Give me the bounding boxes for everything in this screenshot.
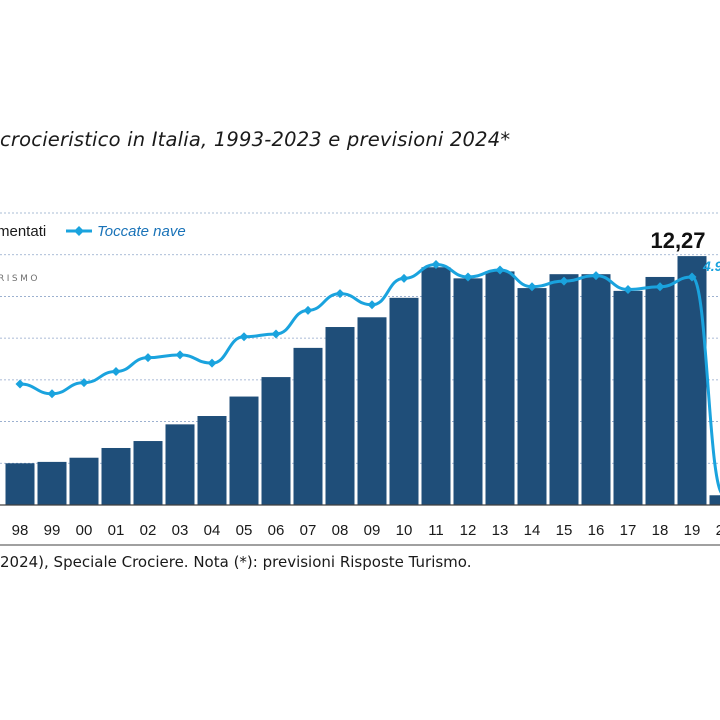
line-point-16 [591, 271, 601, 281]
bar-16 [581, 274, 611, 505]
x-tick-label: 10 [396, 522, 413, 539]
x-tick-label: 05 [236, 522, 253, 539]
x-tick-label: 00 [76, 522, 93, 539]
line-point-11 [431, 259, 441, 269]
line-point-15 [559, 276, 569, 286]
bar-value-label: 12,27 [650, 228, 705, 253]
bar-06 [261, 377, 291, 505]
bar-17 [613, 290, 643, 505]
x-tick-label: 12 [460, 522, 477, 539]
line-point-03 [175, 350, 185, 360]
x-tick-label: 07 [300, 522, 317, 539]
line-point-10 [399, 273, 409, 283]
bar-05 [229, 396, 259, 505]
x-tick-label: 04 [204, 522, 221, 539]
bar-98 [5, 463, 35, 505]
x-tick-label: 11 [428, 522, 444, 539]
bar-13 [485, 271, 515, 505]
x-tick-label: 01 [108, 522, 125, 539]
line-point-05 [239, 332, 249, 342]
line-point-17 [623, 284, 633, 294]
bar-99 [37, 461, 67, 505]
line-point-13 [495, 265, 505, 275]
x-tick-label: 02 [140, 522, 157, 539]
chart-title: crocieristico in Italia, 1993-2023 e pre… [0, 128, 511, 151]
line-point-02 [143, 353, 153, 363]
bar-19 [677, 256, 707, 505]
line-value-label: 4.93 [702, 258, 720, 274]
x-tick-label: 03 [172, 522, 189, 539]
data-labels: 12,27 4.93 [650, 228, 720, 274]
line-point-06 [271, 329, 281, 339]
bar-03 [165, 424, 195, 505]
x-tick-label: 14 [524, 522, 541, 539]
x-tick-label: 15 [556, 522, 573, 539]
line-point-14 [527, 282, 537, 292]
x-tick-label: 99 [44, 522, 61, 539]
line-point-18 [655, 282, 665, 292]
bar-00 [69, 457, 99, 505]
bar-11 [421, 267, 451, 505]
x-tick-label: 09 [364, 522, 381, 539]
line-point-07 [303, 305, 313, 315]
line-point-04 [207, 358, 217, 368]
bar-02 [133, 441, 163, 505]
bar-09 [357, 317, 387, 505]
bar-08 [325, 327, 355, 505]
legend-line-marker [74, 226, 84, 236]
x-tick-label: 19 [684, 522, 701, 539]
x-tick-label: 98 [12, 522, 29, 539]
watermark-text: RISMO [0, 274, 40, 284]
x-axis: 98 99 00 01 02 03 04 05 06 07 08 09 10 11 12 13 14 15 16 17… [0, 504, 720, 546]
line-series [15, 259, 720, 496]
bar-series [5, 256, 720, 505]
x-tick-label: 08 [332, 522, 349, 539]
x-tick-label: 13 [492, 522, 509, 539]
chart-source-note: 2024), Speciale Crociere. Nota (*): prev… [0, 553, 472, 571]
bar-12 [453, 278, 483, 505]
bar-10 [389, 297, 419, 505]
x-tick-label: 20 [716, 522, 720, 539]
bar-01 [101, 447, 131, 505]
line-point-08 [335, 289, 345, 299]
line-point-09 [367, 300, 377, 310]
x-tick-label: 17 [620, 522, 637, 539]
bar-14 [517, 288, 547, 505]
legend: mentati Toccate nave [0, 223, 186, 240]
legend-bars-label: mentati [0, 223, 46, 240]
x-tick-label: 16 [588, 522, 605, 539]
x-tick-label: 06 [268, 522, 285, 539]
bar-20 [709, 495, 720, 505]
bar-18 [645, 276, 675, 505]
bar-15 [549, 274, 579, 505]
bar-07 [293, 347, 323, 505]
bar-04 [197, 416, 227, 505]
line-point-98 [15, 379, 25, 389]
line-point-00 [79, 378, 89, 388]
line-point-99 [47, 389, 57, 399]
x-tick-label: 18 [652, 522, 669, 539]
line-point-01 [111, 367, 121, 377]
legend-line-label: Toccate nave [97, 223, 186, 240]
line-point-12 [463, 272, 473, 282]
line-point-19 [687, 272, 697, 282]
